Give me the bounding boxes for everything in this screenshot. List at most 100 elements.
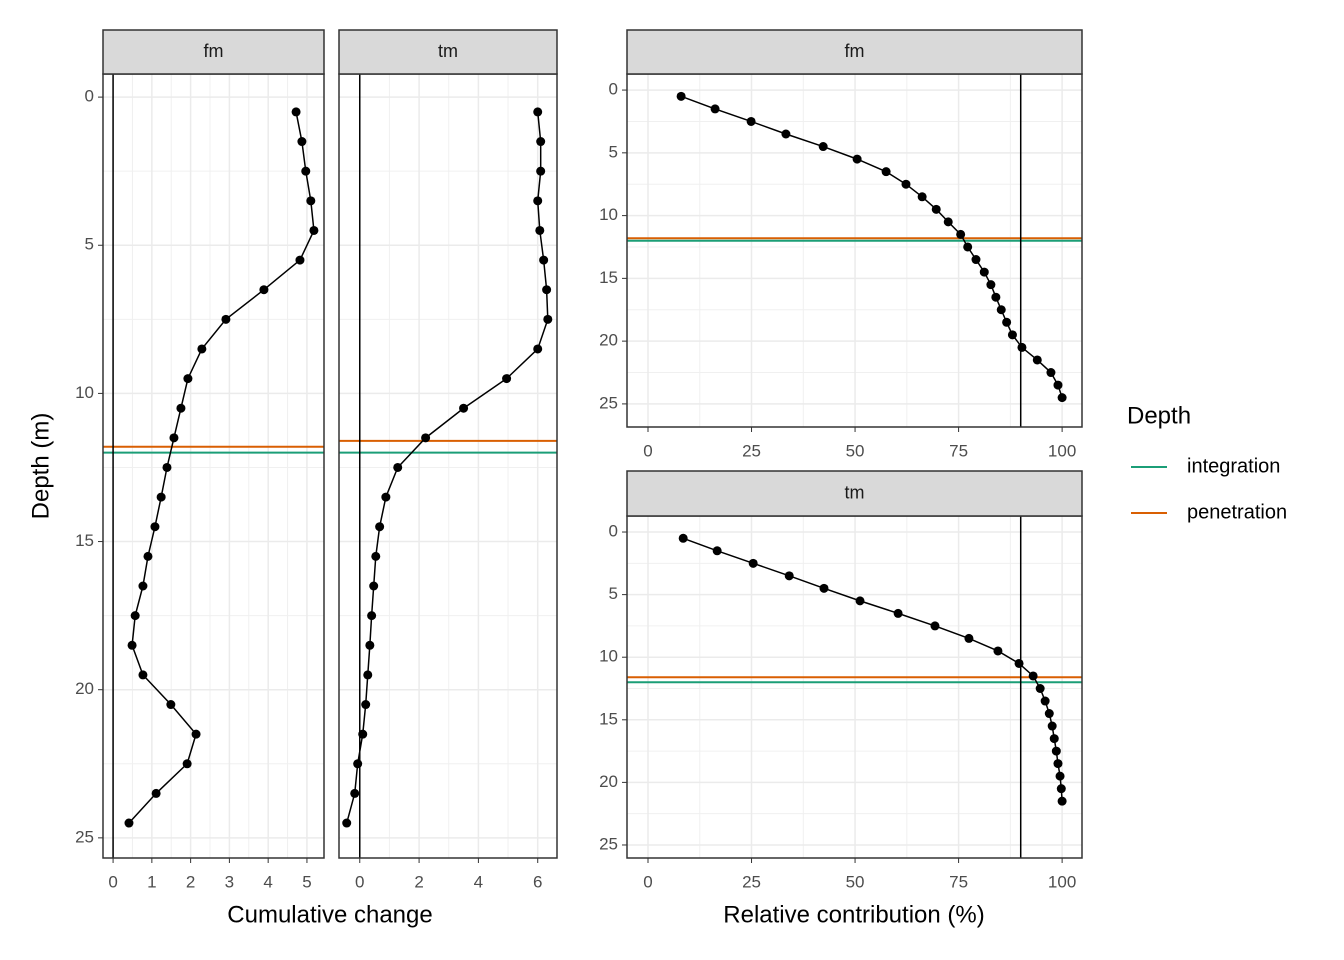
data-point: [1051, 746, 1061, 756]
data-point: [1044, 709, 1054, 719]
data-point: [533, 344, 543, 354]
data-point: [1035, 684, 1045, 694]
data-point: [156, 492, 166, 502]
data-point: [1047, 721, 1057, 731]
x-tick-label: 100: [1048, 872, 1076, 891]
legend-label: penetration: [1187, 501, 1287, 523]
data-point: [358, 729, 368, 739]
y-tick-label: 10: [599, 647, 618, 666]
data-point: [350, 788, 360, 798]
data-point: [533, 107, 543, 117]
data-point: [297, 137, 307, 147]
x-tick-label: 6: [533, 872, 542, 891]
data-point: [221, 314, 231, 324]
x-tick-label: 2: [186, 872, 195, 891]
x-axis-title: Relative contribution (%): [723, 901, 984, 928]
legend-title: Depth: [1127, 402, 1191, 429]
y-tick-label: 10: [599, 205, 618, 224]
data-point: [151, 788, 161, 798]
x-tick-label: 4: [263, 872, 272, 891]
data-point: [901, 179, 911, 189]
strip: [626, 29, 1083, 75]
data-point: [819, 583, 829, 593]
x-tick-label: 4: [474, 872, 483, 891]
data-point: [712, 546, 722, 556]
y-tick-label: 5: [85, 235, 94, 254]
x-tick-label: 50: [846, 441, 865, 460]
data-point: [1014, 658, 1024, 668]
data-point: [502, 374, 512, 384]
data-point: [367, 611, 377, 621]
data-point: [361, 700, 371, 710]
data-point: [1017, 342, 1027, 352]
data-point: [363, 670, 373, 680]
data-point: [166, 700, 176, 710]
y-tick-label: 5: [609, 142, 618, 161]
data-point: [459, 403, 469, 413]
y-tick-label: 20: [599, 331, 618, 350]
data-point: [1053, 380, 1063, 390]
data-point: [963, 242, 973, 252]
x-tick-label: 3: [225, 872, 234, 891]
data-point: [818, 142, 828, 152]
data-point: [855, 596, 865, 606]
data-point: [1057, 393, 1067, 403]
data-point: [542, 285, 552, 295]
strip-label: tm: [845, 482, 865, 502]
x-tick-label: 100: [1048, 441, 1076, 460]
data-point: [993, 646, 1003, 656]
y-tick-label: 25: [599, 834, 618, 853]
x-tick-label: 0: [643, 872, 652, 891]
data-point: [162, 462, 172, 472]
data-point: [309, 225, 319, 235]
data-point: [1046, 368, 1056, 378]
data-point: [917, 192, 927, 202]
data-point: [143, 551, 153, 561]
data-point: [182, 759, 192, 769]
x-tick-label: 75: [949, 441, 968, 460]
data-point: [991, 292, 1001, 302]
data-point: [536, 166, 546, 176]
y-tick-label: 0: [609, 522, 618, 541]
y-tick-label: 20: [599, 772, 618, 791]
strip-label: fm: [204, 41, 224, 61]
x-tick-label: 2: [414, 872, 423, 891]
data-point: [1057, 796, 1067, 806]
y-tick-label: 15: [75, 531, 94, 550]
x-tick-label: 75: [949, 872, 968, 891]
data-point: [306, 196, 316, 206]
data-point: [421, 433, 431, 443]
data-point: [291, 107, 301, 117]
data-point: [533, 196, 543, 206]
data-point: [1002, 317, 1012, 327]
strip: [338, 29, 558, 75]
data-point: [381, 492, 391, 502]
x-tick-label: 25: [742, 872, 761, 891]
data-point: [781, 129, 791, 139]
data-point: [130, 611, 140, 621]
data-point: [1032, 355, 1042, 365]
data-point: [365, 640, 375, 650]
data-point: [979, 267, 989, 277]
data-point: [881, 167, 891, 177]
strip-label: tm: [438, 41, 458, 61]
data-point: [710, 104, 720, 114]
data-point: [259, 285, 269, 295]
data-point: [535, 225, 545, 235]
data-point: [676, 91, 686, 101]
data-point: [964, 633, 974, 643]
y-tick-label: 5: [609, 584, 618, 603]
data-point: [1040, 696, 1050, 706]
data-point: [536, 137, 546, 147]
data-line: [682, 537, 1063, 802]
data-point: [1007, 330, 1017, 340]
y-tick-label: 0: [85, 87, 94, 106]
data-point: [943, 217, 953, 227]
data-point: [176, 403, 186, 413]
data-point: [1028, 671, 1038, 681]
data-point: [124, 818, 134, 828]
data-point: [971, 255, 981, 265]
x-tick-label: 0: [643, 441, 652, 460]
data-point: [784, 571, 794, 581]
